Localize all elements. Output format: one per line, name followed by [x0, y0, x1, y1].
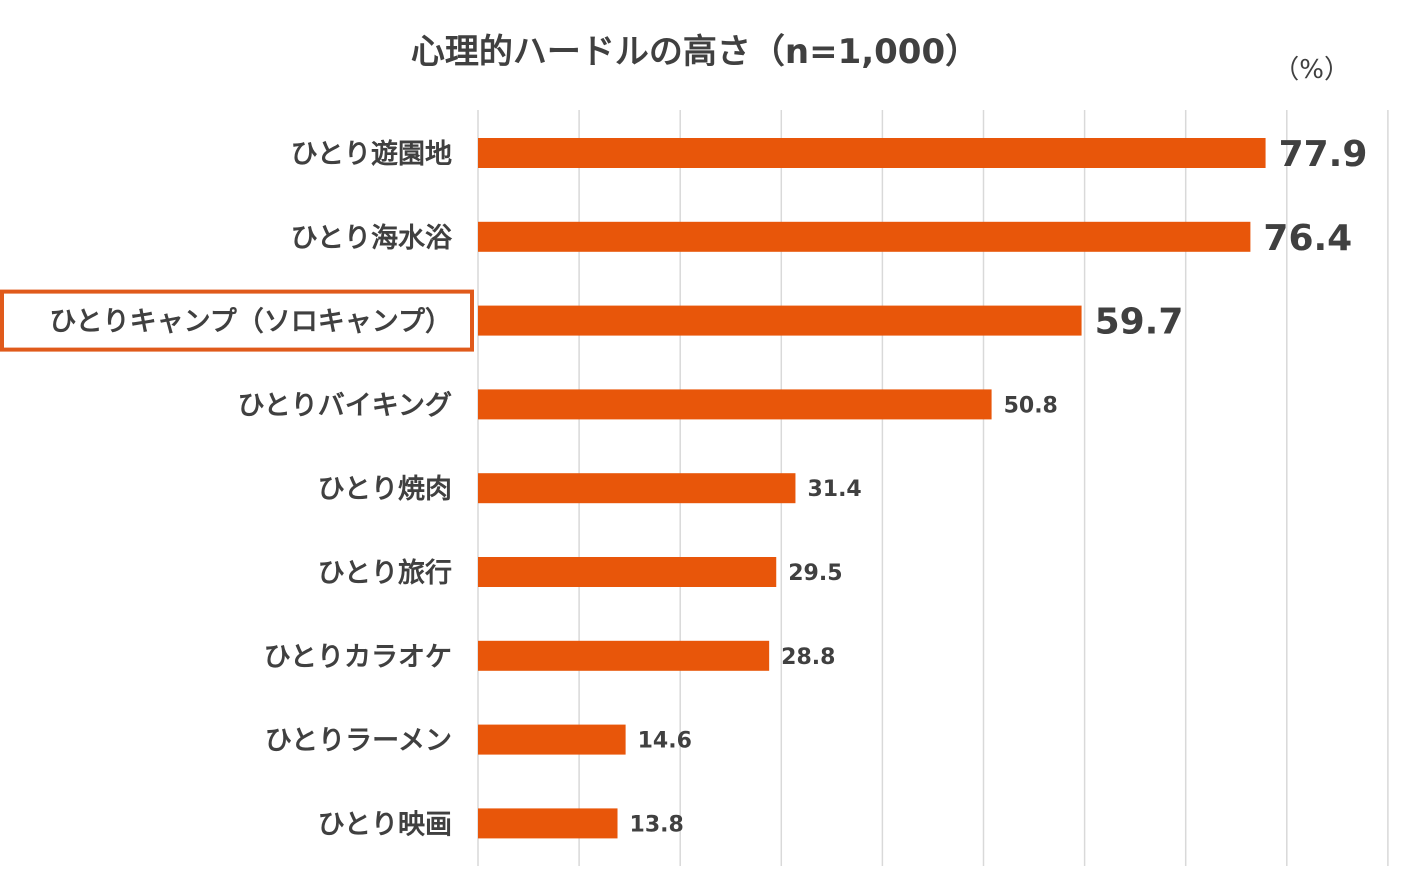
category-label: ひとり旅行 — [318, 557, 452, 589]
category-label: ひとりラーメン — [265, 726, 452, 757]
value-label: 28.8 — [781, 645, 835, 670]
bar — [478, 473, 796, 504]
category-label: ひとり海水浴 — [291, 223, 453, 254]
highlight-frame — [0, 289, 474, 352]
category-label: ひとり焼肉 — [318, 474, 452, 505]
category-label: ひとり遊園地 — [291, 139, 452, 170]
bar — [478, 389, 992, 420]
category-label: ひとりキャンプ（ソロキャンプ） — [49, 307, 452, 338]
category-label: ひとりバイキング — [238, 389, 452, 421]
bars — [478, 138, 1266, 839]
value-labels: 77.9 76.4 59.7 50.8 31.4 29.5 28.8 14.6 13.8 — [630, 134, 1368, 837]
value-label: 29.5 — [788, 561, 842, 586]
bar — [478, 138, 1266, 168]
category-label: ひとりカラオケ — [264, 642, 452, 673]
chart-title: 心理的ハードルの高さ（n=1,000） — [411, 32, 979, 72]
value-label: 31.4 — [807, 477, 861, 502]
bar — [478, 305, 1082, 336]
bar — [478, 808, 618, 839]
value-label: 59.7 — [1095, 302, 1184, 343]
bar — [478, 221, 1251, 252]
value-label: 77.9 — [1279, 134, 1368, 175]
bar — [478, 557, 777, 587]
value-label: 50.8 — [1004, 393, 1058, 418]
bar — [478, 640, 770, 671]
value-label: 76.4 — [1263, 218, 1352, 259]
unit-label: （%） — [1273, 55, 1350, 85]
bar — [478, 724, 626, 755]
value-label: 13.8 — [630, 812, 684, 837]
category-label: ひとり映画 — [318, 809, 452, 840]
value-label: 14.6 — [638, 729, 692, 754]
